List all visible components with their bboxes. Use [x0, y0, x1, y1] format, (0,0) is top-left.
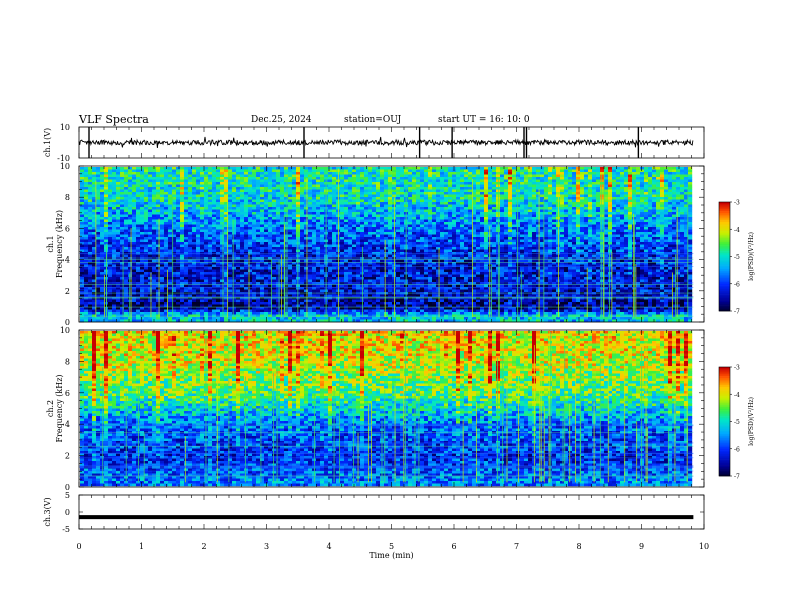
spectrogram-ch2-colorbar-tick-label: -4 [734, 392, 740, 399]
station-label: station=OUJ [344, 115, 402, 125]
waveform-ch1-ytick-label: -10 [57, 154, 70, 163]
spectrogram-ch2-image [80, 331, 693, 487]
spectrogram-ch2-colorbar: -3 -4 -5 -6 -7 log(PSD)(V²/Hz) [718, 365, 755, 481]
spectrogram-ch1-colorbar: -3 -4 -5 -6 -7 log(PSD)(V²/Hz) [718, 200, 755, 316]
spectrogram-ch1-image [80, 167, 693, 323]
time-axis-tick-label: 4 [326, 542, 331, 551]
waveform-ch3-ytick-label: -5 [62, 525, 70, 534]
spectrogram-ch1-colorbar-tick-label: -4 [734, 227, 740, 234]
spectrogram-ch2-ytick-label: 10 [60, 326, 70, 335]
time-axis-tick-label: 10 [699, 542, 709, 551]
time-axis: 0 1 2 3 4 5 6 7 8 9 10 Time (min) [76, 542, 709, 560]
spectrogram-ch1-ylabel: ch.1Frequency (kHz) [46, 210, 64, 278]
spectrogram-ch1-ytick-label: 6 [65, 224, 70, 233]
spectrogram-ch1-colorbar-tick-label: -3 [734, 200, 740, 207]
spectrogram-ch2-ytick-label: 4 [65, 420, 70, 429]
waveform-ch1-ylabel: ch.1(V) [43, 128, 52, 157]
spectrogram-ch1-colorbar-tick-label: -7 [734, 309, 740, 316]
spectrogram-ch2-colorbar-tick-label: -3 [734, 365, 740, 372]
spectrogram-ch2-ytick-label: 8 [65, 357, 70, 366]
date-label: Dec.25, 2024 [251, 115, 312, 125]
waveform-ch3-ytick-label: 0 [65, 508, 70, 517]
time-axis-tick-label: 8 [576, 542, 581, 551]
spectrogram-ch2-colorbar-tick-label: -5 [734, 419, 740, 426]
waveform-ch1-trace [78, 136, 694, 149]
spectrogram-ch1-ytick-label: 10 [60, 162, 70, 171]
waveform-ch3-panel: 5 0 -5 ch.3(V) [43, 491, 705, 534]
spectrogram-ch2-colorbar-tick-label: -7 [734, 474, 740, 481]
time-axis-tick-label: 0 [76, 542, 81, 551]
waveform-ch3-frame [78, 494, 705, 530]
spectrogram-ch2-ytick-label: 6 [65, 389, 70, 398]
time-axis-tick-label: 9 [639, 542, 644, 551]
waveform-ch3-ylabel: ch.3(V) [43, 497, 52, 526]
spectrogram-ch2-ylabel: ch.2Frequency (kHz) [46, 374, 64, 442]
spectrogram-ch1-colorbar-label: log(PSD)(V²/Hz) [748, 232, 755, 281]
plot-title: VLF Spectra [79, 113, 149, 126]
spectrogram-ch2-panel: 0 2 4 6 8 10 ch.2Frequency (kHz) -3 -4 -5 -6 -7 log(… [46, 326, 755, 492]
spectrogram-ch1-panel: 0 2 4 6 8 10 ch.1Frequency (kHz) -3 -4 -5 -6 -7 log(… [46, 162, 755, 327]
spectrogram-ch1-ytick-label: 2 [65, 287, 70, 296]
spectrogram-ch1-ytick-label: 0 [65, 318, 70, 327]
spectrogram-ch1-ytick-label: 4 [65, 256, 70, 265]
time-axis-tick-label: 1 [139, 542, 144, 551]
waveform-ch3-ytick-label: 5 [65, 491, 70, 500]
spectrogram-ch2-colorbar-tick-label: -6 [734, 446, 740, 453]
time-axis-tick-label: 3 [264, 542, 269, 551]
spectrogram-ch2-ytick-label: 2 [65, 452, 70, 461]
spectrogram-ch1-colorbar-tick-label: -5 [734, 254, 740, 261]
spectrogram-ch2-ytick-label: 0 [65, 483, 70, 492]
time-axis-tick-label: 5 [389, 542, 394, 551]
waveform-ch1-panel: 10 -10 ch.1(V) [43, 123, 705, 163]
waveform-ch1-ytick-label: 10 [60, 123, 70, 132]
spectrogram-ch2-colorbar-label: log(PSD)(V²/Hz) [748, 397, 755, 446]
time-axis-tick-label: 2 [201, 542, 206, 551]
start-time-label: start UT = 16: 10: 0 [438, 115, 530, 125]
spectrogram-ch1-colorbar-tick-label: -6 [734, 281, 740, 288]
time-axis-label: Time (min) [369, 551, 413, 560]
time-axis-tick-label: 6 [451, 542, 456, 551]
spectrogram-ch1-ytick-label: 8 [65, 193, 70, 202]
time-axis-tick-label: 7 [514, 542, 519, 551]
